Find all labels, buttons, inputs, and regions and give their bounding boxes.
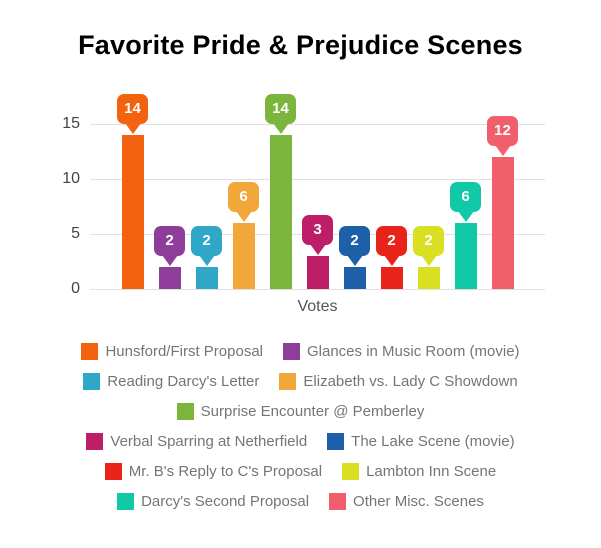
bar: [417, 267, 440, 289]
bar: [158, 267, 181, 289]
legend-item: Hunsford/First Proposal: [81, 342, 263, 360]
y-axis-tick-label: 10: [62, 170, 80, 187]
y-axis-tick-label: 5: [71, 225, 80, 242]
legend-row: Verbal Sparring at Netherfield The Lake S…: [0, 426, 601, 456]
legend-swatch-icon: [104, 462, 122, 480]
legend-swatch-icon: [279, 372, 297, 390]
bubble-pointer-icon: [235, 211, 252, 222]
bar: [232, 223, 255, 289]
value-label: 2: [165, 232, 174, 249]
value-label: 14: [272, 100, 289, 117]
legend-item: Reading Darcy's Letter: [83, 372, 260, 390]
legend-swatch-icon: [283, 342, 300, 360]
legend-swatch-icon: [327, 432, 345, 450]
legend-swatch-icon: [342, 462, 360, 480]
bar-chart: 0 5 10 15 14 2 2 6 14 3 2 2 2 6 12 Votes: [0, 77, 601, 316]
legend-label: Reading Darcy's Letter: [107, 372, 260, 390]
value-label: 3: [313, 221, 322, 238]
legend-item: Elizabeth vs. Lady C Showdown: [279, 372, 518, 390]
bar: [306, 256, 329, 289]
bar: [380, 267, 403, 289]
legend-swatch-icon: [329, 492, 347, 510]
value-bubble: 2: [339, 226, 370, 266]
legend-item: Darcy's Second Proposal: [117, 492, 310, 510]
legend-item: The Lake Scene (movie): [327, 432, 515, 450]
legend-label: Other Misc. Scenes: [353, 492, 484, 510]
value-label: 6: [461, 188, 470, 205]
bubble-pointer-icon: [198, 255, 215, 266]
value-label: 6: [239, 188, 248, 205]
value-bubble: 14: [265, 94, 296, 134]
bubble-pointer-icon: [420, 255, 437, 266]
legend-swatch-icon: [86, 432, 104, 450]
bubble-pointer-icon: [161, 255, 178, 266]
bubble-pointer-icon: [272, 123, 289, 134]
gridline: [90, 123, 545, 125]
legend-row: Hunsford/First Proposal Glances in Music …: [0, 336, 601, 366]
legend-label: Lambton Inn Scene: [366, 462, 497, 480]
value-label: 2: [387, 232, 396, 249]
bar: [491, 157, 514, 289]
y-axis-tick-label: 0: [71, 280, 80, 297]
gridline: [90, 288, 545, 290]
legend-row: Reading Darcy's Letter Elizabeth vs. Lady…: [0, 366, 601, 396]
bubble-pointer-icon: [457, 211, 474, 222]
bubble-pointer-icon: [124, 123, 141, 134]
legend-swatch-icon: [81, 342, 99, 360]
bubble-pointer-icon: [494, 145, 511, 156]
bubble-pointer-icon: [309, 244, 326, 255]
value-bubble: 6: [450, 182, 481, 222]
value-bubble: 2: [191, 226, 222, 266]
legend-row: Mr. B's Reply to C's Proposal Lambton Inn…: [0, 456, 601, 486]
value-bubble: 2: [413, 226, 444, 266]
x-axis-label: Votes: [297, 298, 338, 315]
bar: [454, 223, 477, 289]
legend-swatch-icon: [83, 372, 101, 390]
legend-label: Verbal Sparring at Netherfield: [110, 432, 308, 450]
legend-row: Surprise Encounter @ Pemberley: [0, 396, 601, 426]
value-bubble: 3: [302, 215, 333, 255]
value-label: 14: [124, 100, 141, 117]
y-axis-tick-label: 15: [62, 115, 80, 132]
value-label: 2: [350, 232, 359, 249]
legend-item: Surprise Encounter @ Pemberley: [176, 402, 425, 420]
plot-area: 0 5 10 15 14 2 2 6 14 3 2 2 2 6 12: [62, 77, 545, 297]
legend: Hunsford/First Proposal Glances in Music …: [0, 336, 601, 516]
bubble-pointer-icon: [346, 255, 363, 266]
legend-label: Surprise Encounter @ Pemberley: [200, 402, 425, 420]
bar: [343, 267, 366, 289]
legend-label: Glances in Music Room (movie): [307, 342, 520, 360]
value-bubble: 6: [228, 182, 259, 222]
legend-label: Mr. B's Reply to C's Proposal: [128, 462, 323, 480]
chart-title: Favorite Pride & Prejudice Scenes: [78, 30, 523, 60]
legend-item: Verbal Sparring at Netherfield: [86, 432, 308, 450]
legend-item: Lambton Inn Scene: [342, 462, 497, 480]
legend-swatch-icon: [176, 402, 194, 420]
bubble-pointer-icon: [383, 255, 400, 266]
legend-label: Elizabeth vs. Lady C Showdown: [303, 372, 518, 390]
value-bubble: 2: [154, 226, 185, 266]
legend-label: Hunsford/First Proposal: [105, 342, 263, 360]
value-bubble: 12: [487, 116, 518, 156]
legend-row: Darcy's Second Proposal Other Misc. Scene…: [0, 486, 601, 516]
bar: [269, 135, 292, 289]
bar: [121, 135, 144, 289]
legend-swatch-icon: [117, 492, 135, 510]
value-label: 2: [424, 232, 433, 249]
value-label: 12: [494, 122, 511, 139]
legend-label: The Lake Scene (movie): [351, 432, 515, 450]
gridline: [90, 178, 545, 180]
legend-label: Darcy's Second Proposal: [141, 492, 310, 510]
legend-item: Other Misc. Scenes: [329, 492, 484, 510]
bar: [195, 267, 218, 289]
legend-item: Glances in Music Room (movie): [283, 342, 520, 360]
value-bubble: 14: [117, 94, 148, 134]
legend-item: Mr. B's Reply to C's Proposal: [104, 462, 323, 480]
value-label: 2: [202, 232, 211, 249]
value-bubble: 2: [376, 226, 407, 266]
